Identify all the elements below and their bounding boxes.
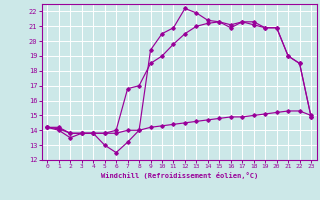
X-axis label: Windchill (Refroidissement éolien,°C): Windchill (Refroidissement éolien,°C) (100, 172, 258, 179)
